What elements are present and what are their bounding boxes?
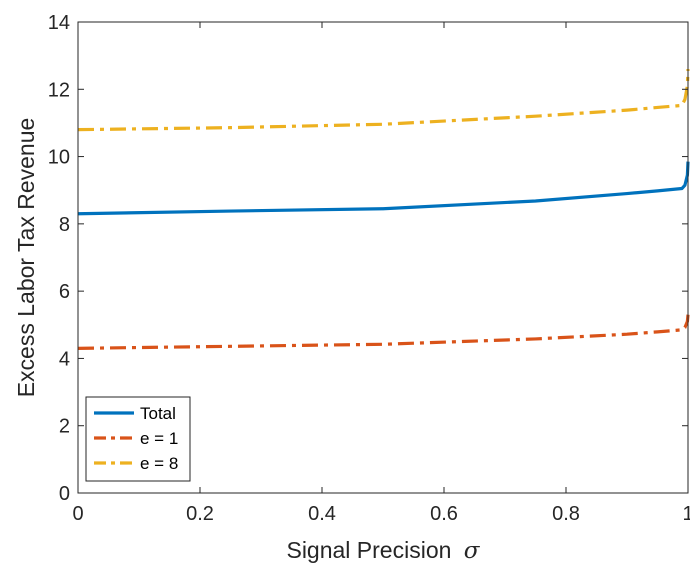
series-line-3: [77, 69, 690, 132]
x-axis-title: Signal Precision σ: [286, 537, 480, 564]
x-tick-label: 0.8: [552, 503, 580, 525]
series-line-1: [77, 161, 690, 216]
series-layer: [77, 69, 690, 350]
x-tick-label: 0.2: [186, 503, 214, 525]
y-tick-label: 10: [48, 147, 70, 169]
x-tick-label: 0.4: [308, 503, 336, 525]
x-axis-title-text: Signal Precision: [286, 537, 451, 563]
legend-label-3: e = 8: [140, 454, 178, 473]
x-tick-label: 0.6: [430, 503, 458, 525]
y-tick-label: 8: [59, 214, 70, 236]
axes-box: [77, 21, 689, 494]
x-axis-title-symbol: σ: [464, 538, 481, 564]
y-tick-label: 2: [59, 416, 70, 438]
x-tick-label: 0: [72, 503, 83, 525]
legend-label-1: Total: [140, 404, 176, 423]
y-tick-label: 6: [59, 281, 70, 303]
legend: Total e = 1 e = 8: [85, 396, 191, 482]
y-tick-label: 12: [48, 79, 70, 101]
y-tick-label: 4: [59, 348, 70, 370]
axes: [77, 21, 689, 494]
legend-label-2: e = 1: [140, 429, 178, 448]
y-axis-title: Excess Labor Tax Revenue: [13, 118, 39, 398]
x-tick-label: 1: [682, 503, 690, 525]
y-tick-label: 0: [59, 483, 70, 505]
series-line-2: [77, 314, 690, 350]
y-tick-label: 14: [48, 12, 70, 34]
